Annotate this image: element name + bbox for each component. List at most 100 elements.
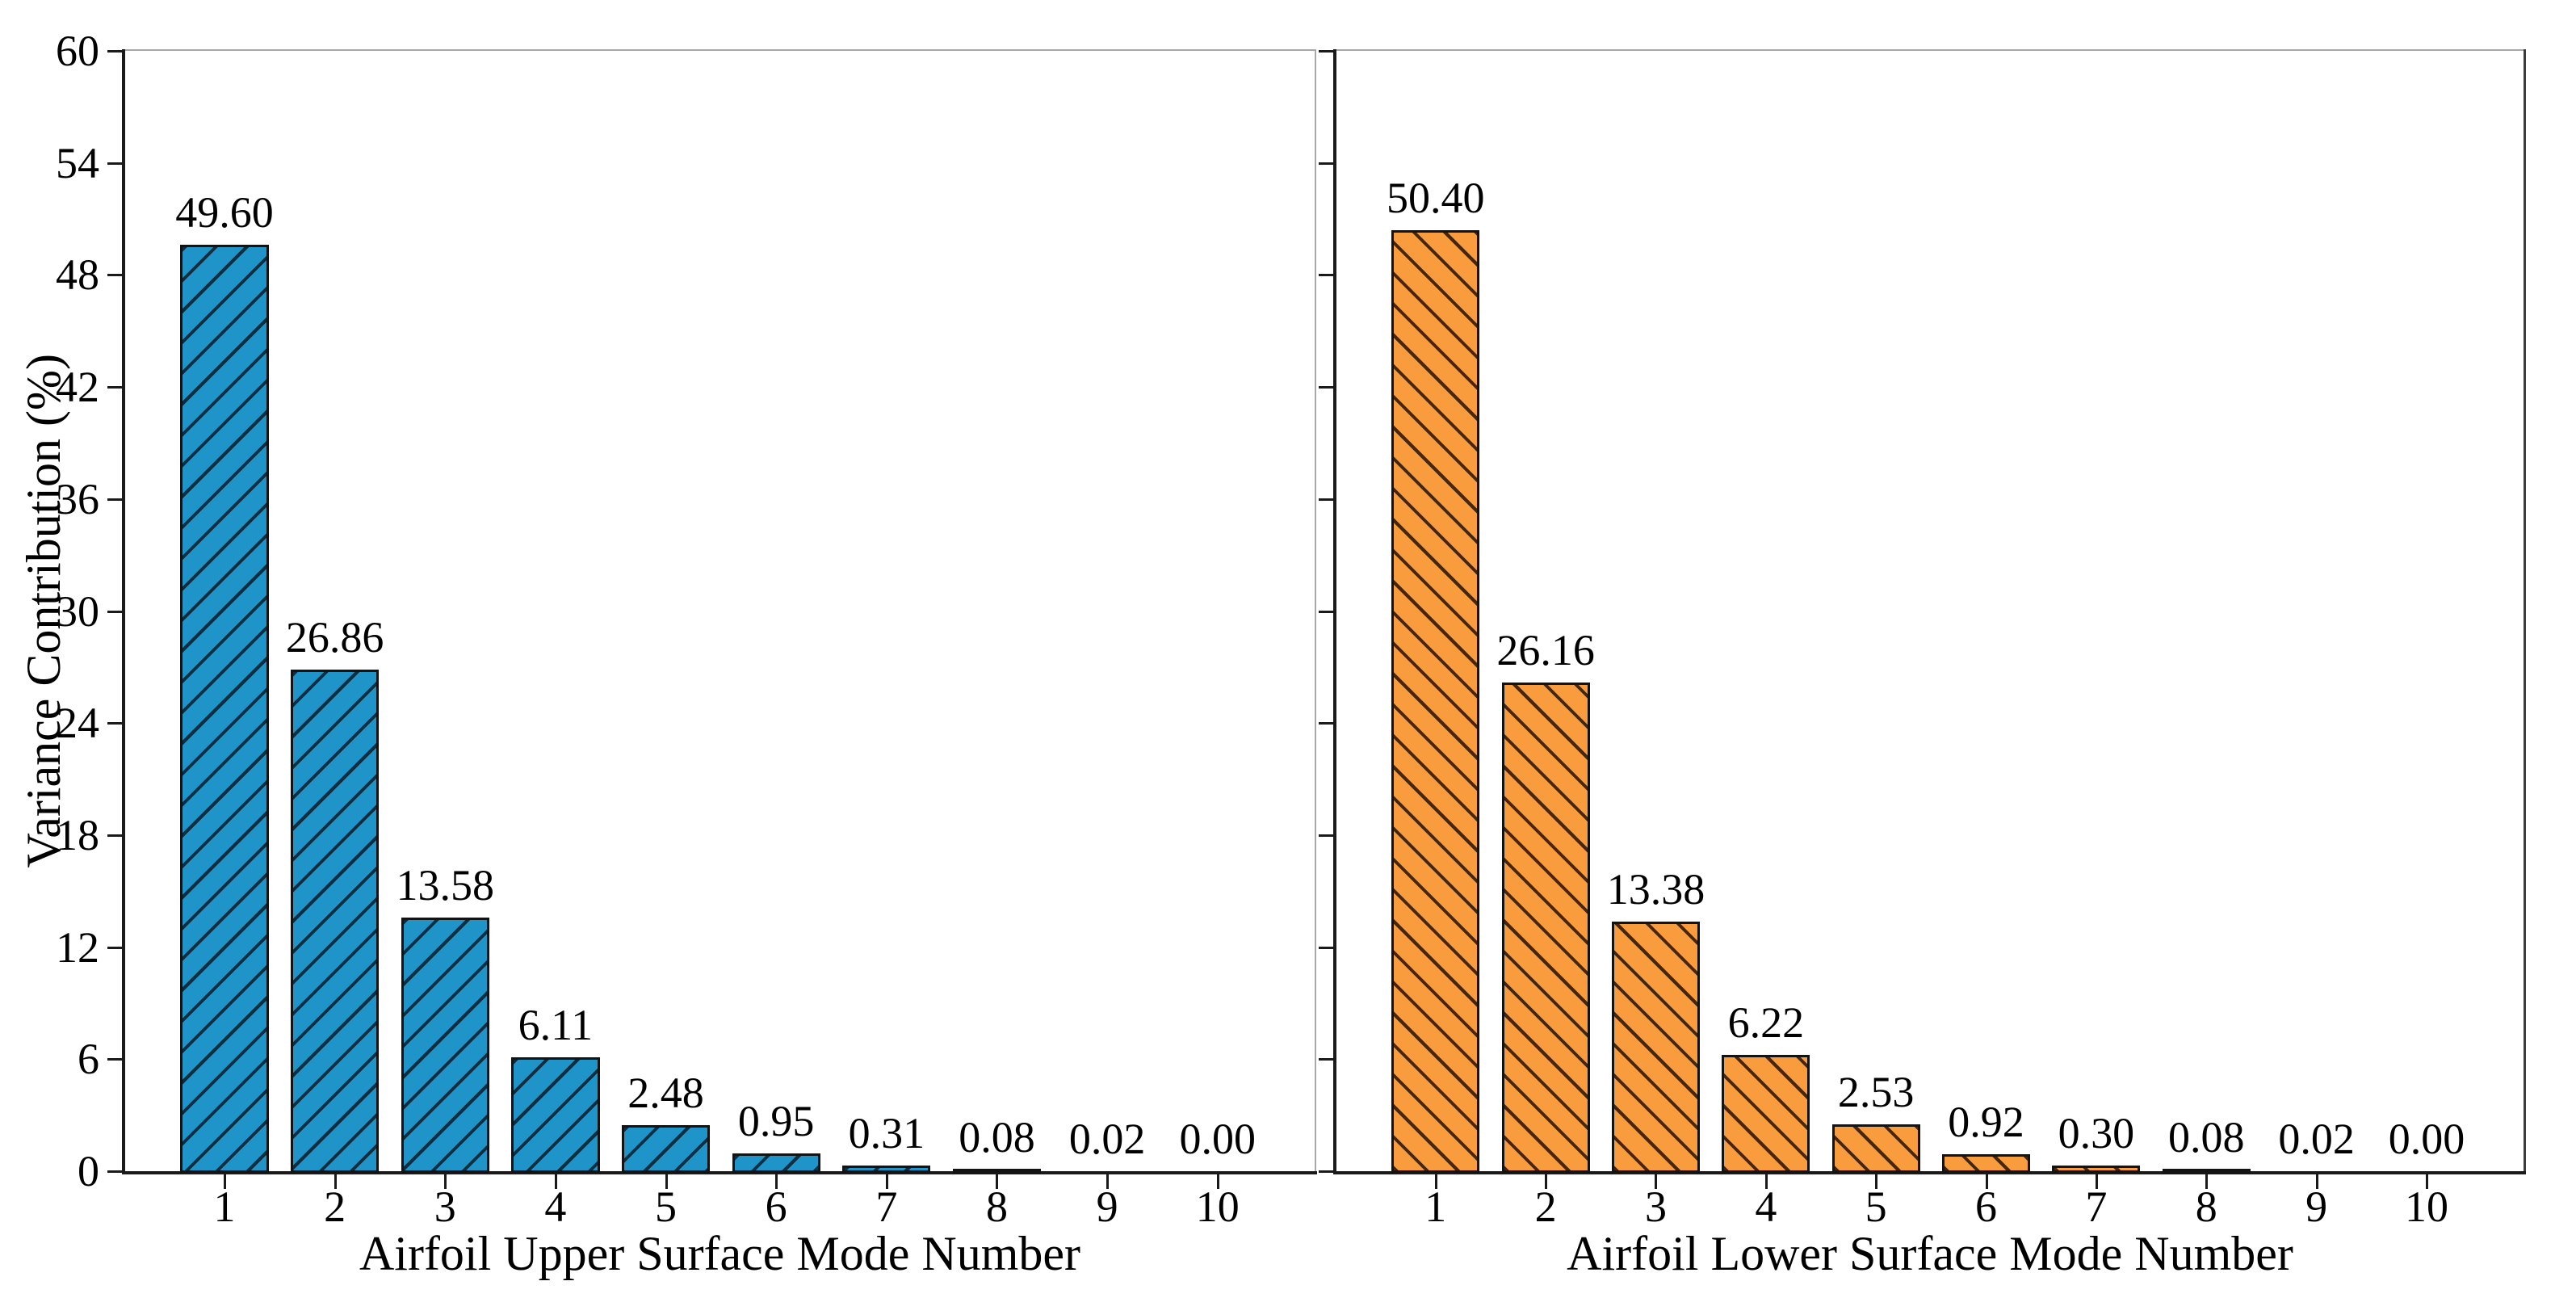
- x-tick-label: 9: [1096, 1182, 1118, 1231]
- x-tick-label: 6: [1975, 1182, 1998, 1231]
- y-tick-mark: [1319, 386, 1333, 389]
- x-tick-label: 1: [1424, 1182, 1447, 1231]
- x-axis-label-lower: Airfoil Lower Surface Mode Number: [1567, 1227, 2293, 1280]
- x-tick-mark: [1106, 1174, 1110, 1189]
- y-tick-mark: [1319, 162, 1333, 165]
- y-tick-mark: [107, 610, 122, 613]
- x-tick-label: 3: [434, 1182, 456, 1231]
- y-tick-mark: [1319, 498, 1333, 501]
- x-tick-mark: [1216, 1174, 1219, 1189]
- bar: [180, 245, 269, 1173]
- bar-value-label: 0.00: [2388, 1115, 2465, 1163]
- x-tick-label: 10: [1195, 1182, 1240, 1231]
- bar: [842, 1165, 931, 1173]
- x-tick-label: 8: [985, 1182, 1008, 1231]
- x-tick-mark: [1875, 1174, 1878, 1189]
- x-tick-mark: [2095, 1174, 2098, 1189]
- bar-value-label: 6.11: [518, 1000, 594, 1049]
- bar: [1942, 1153, 2031, 1173]
- x-tick-label: 10: [2405, 1182, 2448, 1231]
- x-tick-mark: [1545, 1174, 1548, 1189]
- bar: [511, 1056, 600, 1173]
- x-tick-mark: [1434, 1174, 1437, 1189]
- y-tick-label: 6: [78, 1035, 99, 1084]
- x-tick-label: 5: [1865, 1182, 1887, 1231]
- right-spine: [1315, 49, 1316, 1174]
- top-spine: [1333, 49, 2525, 51]
- y-tick-mark: [1319, 50, 1333, 53]
- y-tick-mark: [107, 1170, 122, 1173]
- y-tick-mark: [1319, 1058, 1333, 1061]
- y-tick-mark: [1319, 722, 1333, 725]
- x-tick-label: 6: [765, 1182, 787, 1231]
- x-tick-mark: [1655, 1174, 1658, 1189]
- y-tick-mark: [1319, 274, 1333, 277]
- bar-value-label: 26.16: [1496, 626, 1595, 675]
- bar: [401, 918, 489, 1173]
- y-tick-mark: [1319, 1170, 1333, 1173]
- bar-value-label: 0.95: [737, 1097, 815, 1146]
- x-axis-spine: [122, 1171, 1317, 1174]
- bar-value-label: 0.30: [2058, 1109, 2135, 1158]
- y-axis-spine: [122, 49, 125, 1174]
- bar-value-label: 0.08: [2168, 1113, 2245, 1162]
- x-tick-label: 2: [1534, 1182, 1557, 1231]
- y-tick-label: 12: [56, 922, 99, 972]
- bar-value-label: 0.08: [959, 1113, 1035, 1162]
- bar: [1611, 921, 1700, 1173]
- y-tick-mark: [107, 946, 122, 949]
- y-tick-mark: [1319, 834, 1333, 837]
- bar-value-label: 13.58: [396, 861, 495, 910]
- x-tick-mark: [554, 1174, 557, 1189]
- right-spine: [2524, 49, 2526, 1174]
- x-tick-label: 7: [2085, 1182, 2108, 1231]
- y-tick-mark: [1319, 610, 1333, 613]
- bar: [952, 1169, 1042, 1174]
- x-tick-label: 2: [324, 1182, 346, 1231]
- y-tick-mark: [1319, 946, 1333, 949]
- x-tick-mark: [2205, 1174, 2209, 1189]
- x-tick-label: 4: [1755, 1182, 1777, 1231]
- bar-value-label: 0.31: [848, 1108, 925, 1157]
- x-tick-label: 8: [2195, 1182, 2217, 1231]
- bar: [621, 1124, 711, 1173]
- x-tick-mark: [444, 1174, 447, 1189]
- y-tick-mark: [107, 50, 122, 53]
- x-tick-mark: [1985, 1174, 1988, 1189]
- x-tick-mark: [334, 1174, 337, 1189]
- bar-value-label: 50.40: [1386, 173, 1485, 222]
- bar: [732, 1153, 820, 1173]
- y-tick-label: 42: [56, 363, 99, 412]
- y-axis-spine: [1333, 49, 1336, 1174]
- x-tick-label: 1: [213, 1182, 236, 1231]
- bar: [1722, 1055, 1810, 1173]
- y-tick-label: 0: [78, 1147, 99, 1195]
- x-axis-label-upper: Airfoil Upper Surface Mode Number: [359, 1227, 1081, 1280]
- bar: [1391, 229, 1480, 1173]
- x-tick-mark: [885, 1174, 888, 1189]
- bar-value-label: 0.00: [1179, 1115, 1257, 1163]
- y-tick-mark: [107, 722, 122, 725]
- y-tick-label: 30: [56, 586, 99, 636]
- bar-value-label: 2.53: [1837, 1067, 1915, 1116]
- x-tick-label: 3: [1644, 1182, 1667, 1231]
- bar-value-label: 6.22: [1727, 998, 1805, 1048]
- y-tick-label: 24: [56, 699, 99, 748]
- y-tick-label: 60: [56, 27, 99, 75]
- x-tick-mark: [1764, 1174, 1768, 1189]
- y-tick-label: 54: [56, 138, 99, 187]
- x-tick-label: 4: [544, 1182, 567, 1231]
- bar-value-label: 49.60: [175, 188, 274, 237]
- bar: [290, 670, 380, 1173]
- bar-value-label: 2.48: [627, 1068, 704, 1117]
- x-tick-mark: [996, 1174, 999, 1189]
- bar-value-label: 0.02: [2278, 1114, 2355, 1163]
- bar-value-label: 26.86: [285, 613, 384, 662]
- x-tick-mark: [223, 1174, 226, 1189]
- x-tick-mark: [2315, 1174, 2318, 1189]
- x-tick-label: 9: [2305, 1182, 2328, 1231]
- y-tick-mark: [107, 386, 122, 389]
- bar-value-label: 13.38: [1606, 864, 1705, 914]
- y-tick-mark: [107, 834, 122, 837]
- bar-value-label: 0.92: [1948, 1097, 2024, 1146]
